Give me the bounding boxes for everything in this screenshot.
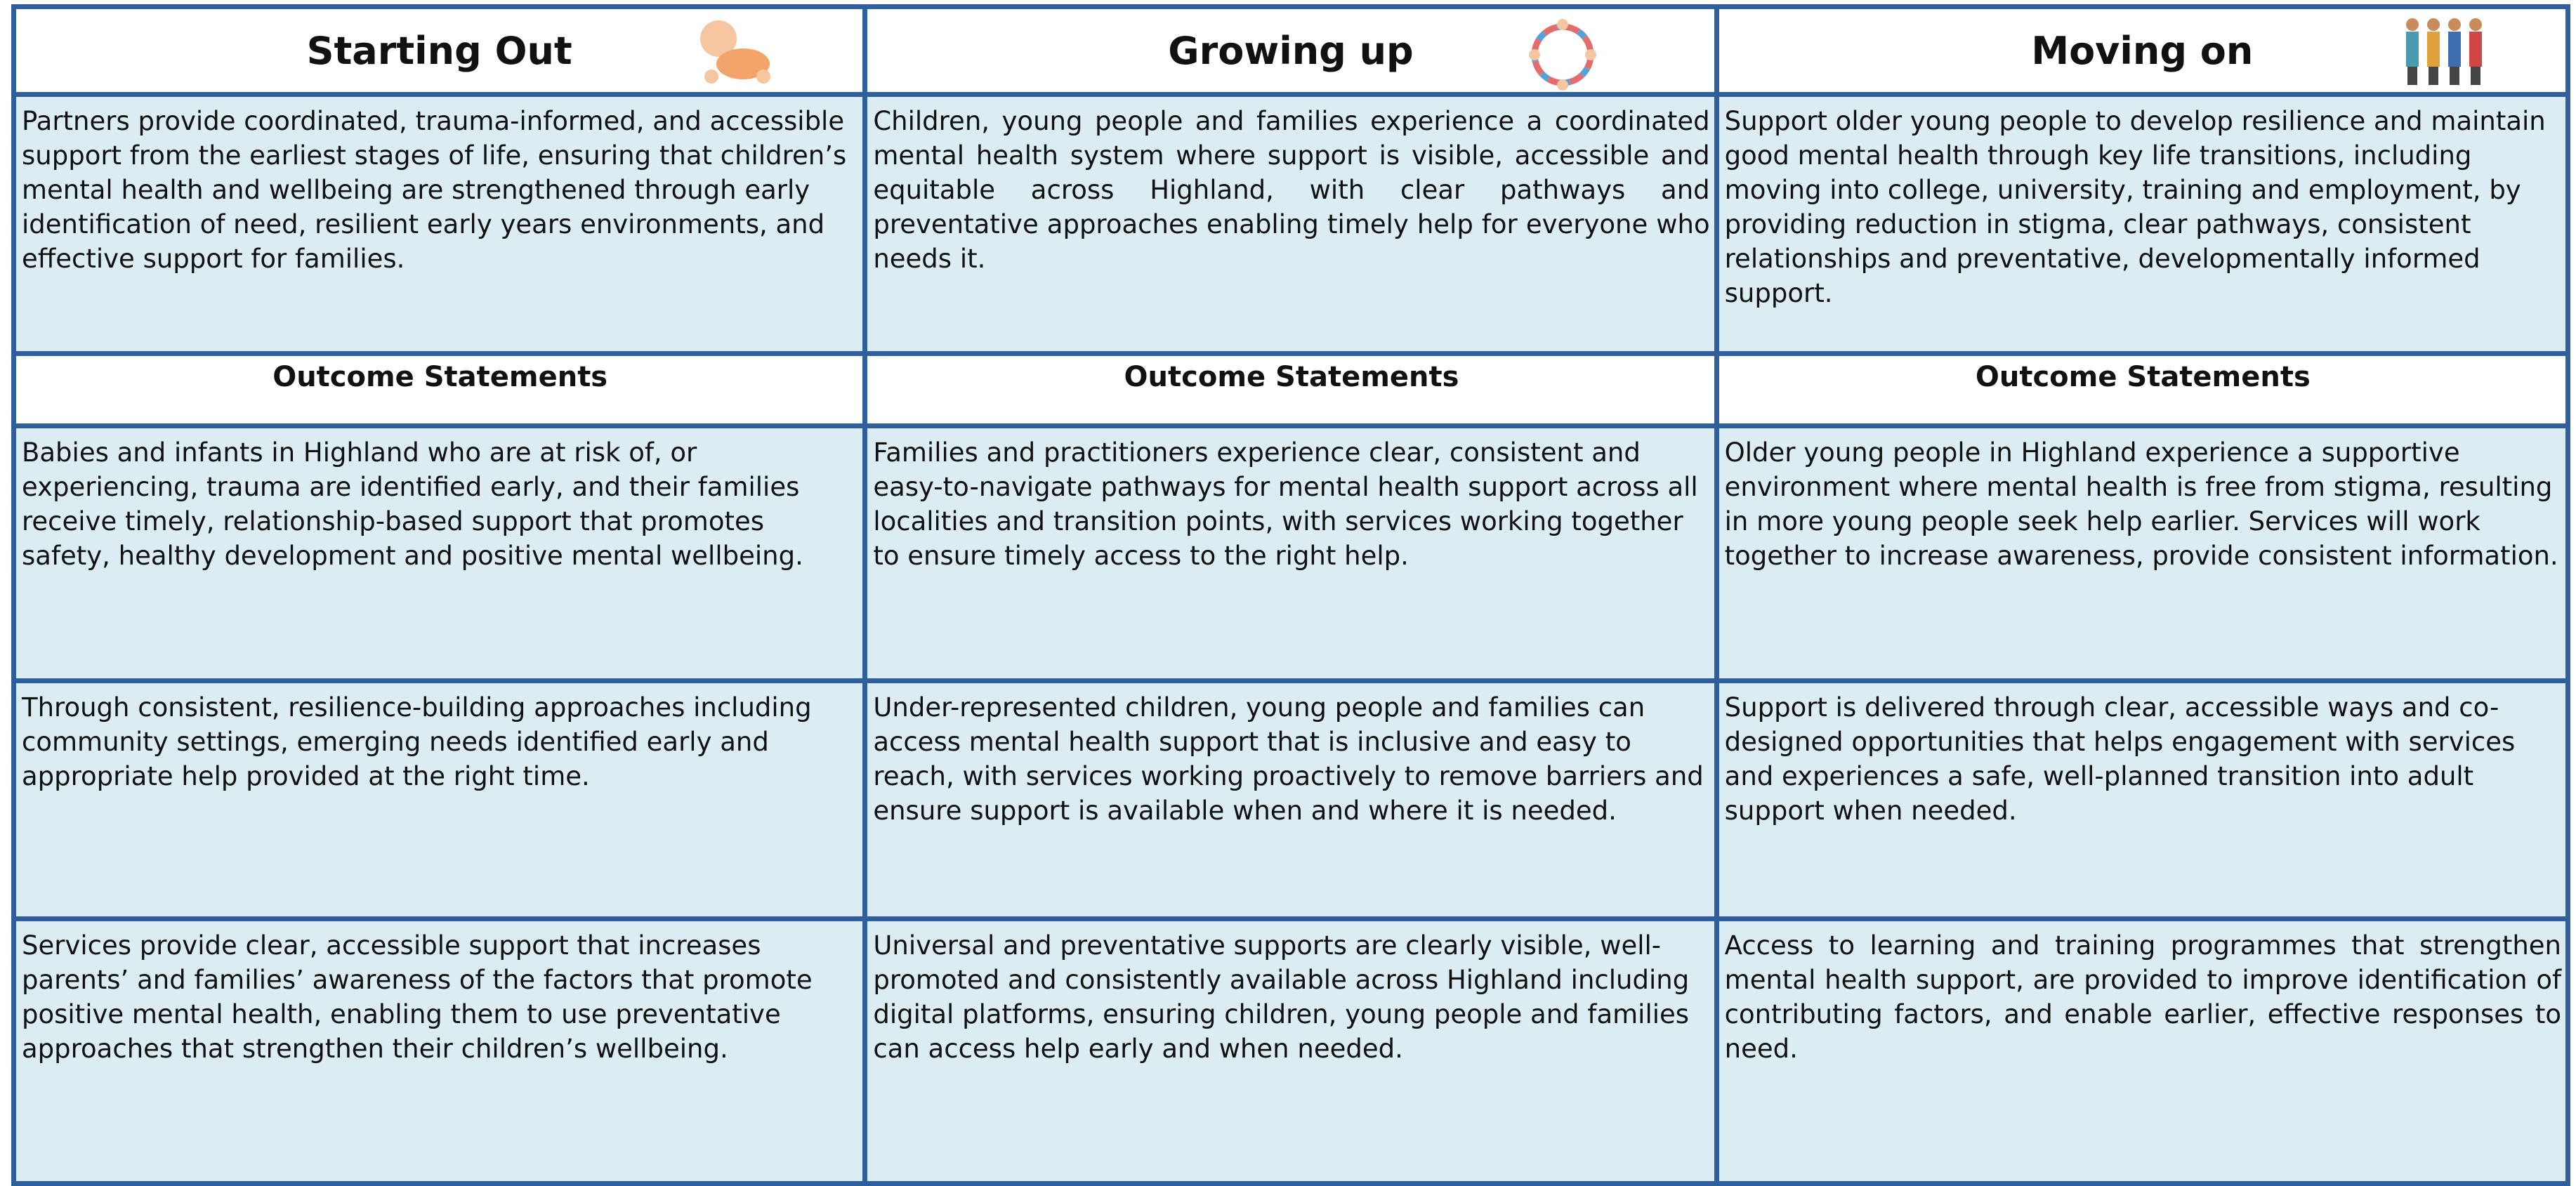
- outcome-row: Babies and infants in Highland who are a…: [11, 423, 2571, 683]
- outcome-text: Access to learning and training programm…: [1714, 916, 2571, 1186]
- outcomes-heading-row: Outcome Statements Outcome Statements Ou…: [11, 351, 2571, 428]
- outcomes-heading: Outcome Statements: [11, 351, 868, 428]
- intro-row: Partners provide coordinated, trauma-inf…: [11, 92, 2571, 356]
- header-row: Starting Out Growing up Moving on: [11, 4, 2571, 97]
- outcome-row: Services provide clear, accessible suppo…: [11, 916, 2571, 1186]
- outcomes-table: Starting Out Growing up Moving on Partne…: [11, 4, 2571, 1186]
- outcome-text: Older young people in Highland experienc…: [1714, 423, 2571, 683]
- children-circle-icon: [1529, 19, 1597, 91]
- outcome-text: Through consistent, resilience-building …: [11, 678, 868, 921]
- page: Starting Out Growing up Moving on Partne…: [11, 4, 2571, 1186]
- column-header: Growing up: [862, 4, 1719, 97]
- outcome-text: Under-represented children, young people…: [862, 678, 1719, 921]
- young-people-icon: [2405, 18, 2482, 85]
- intro-text: Support older young people to develop re…: [1714, 92, 2571, 356]
- outcome-text: Support is delivered through clear, acce…: [1714, 678, 2571, 921]
- outcomes-heading: Outcome Statements: [862, 351, 1719, 428]
- intro-text: Children, young people and families expe…: [862, 92, 1719, 356]
- intro-text: Partners provide coordinated, trauma-inf…: [11, 92, 868, 356]
- outcome-text: Services provide clear, accessible suppo…: [11, 916, 868, 1186]
- outcomes-heading: Outcome Statements: [1714, 351, 2571, 428]
- column-header: Moving on: [1714, 4, 2571, 97]
- outcome-text: Universal and preventative supports are …: [862, 916, 1719, 1186]
- outcome-text: Families and practitioners experience cl…: [862, 423, 1719, 683]
- column-title: Moving on: [2031, 28, 2254, 73]
- column-header: Starting Out: [11, 4, 868, 97]
- column-title: Starting Out: [306, 28, 572, 73]
- outcome-row: Through consistent, resilience-building …: [11, 678, 2571, 921]
- baby-icon: [700, 20, 770, 84]
- column-title: Growing up: [1168, 28, 1414, 73]
- outcome-text: Babies and infants in Highland who are a…: [11, 423, 868, 683]
